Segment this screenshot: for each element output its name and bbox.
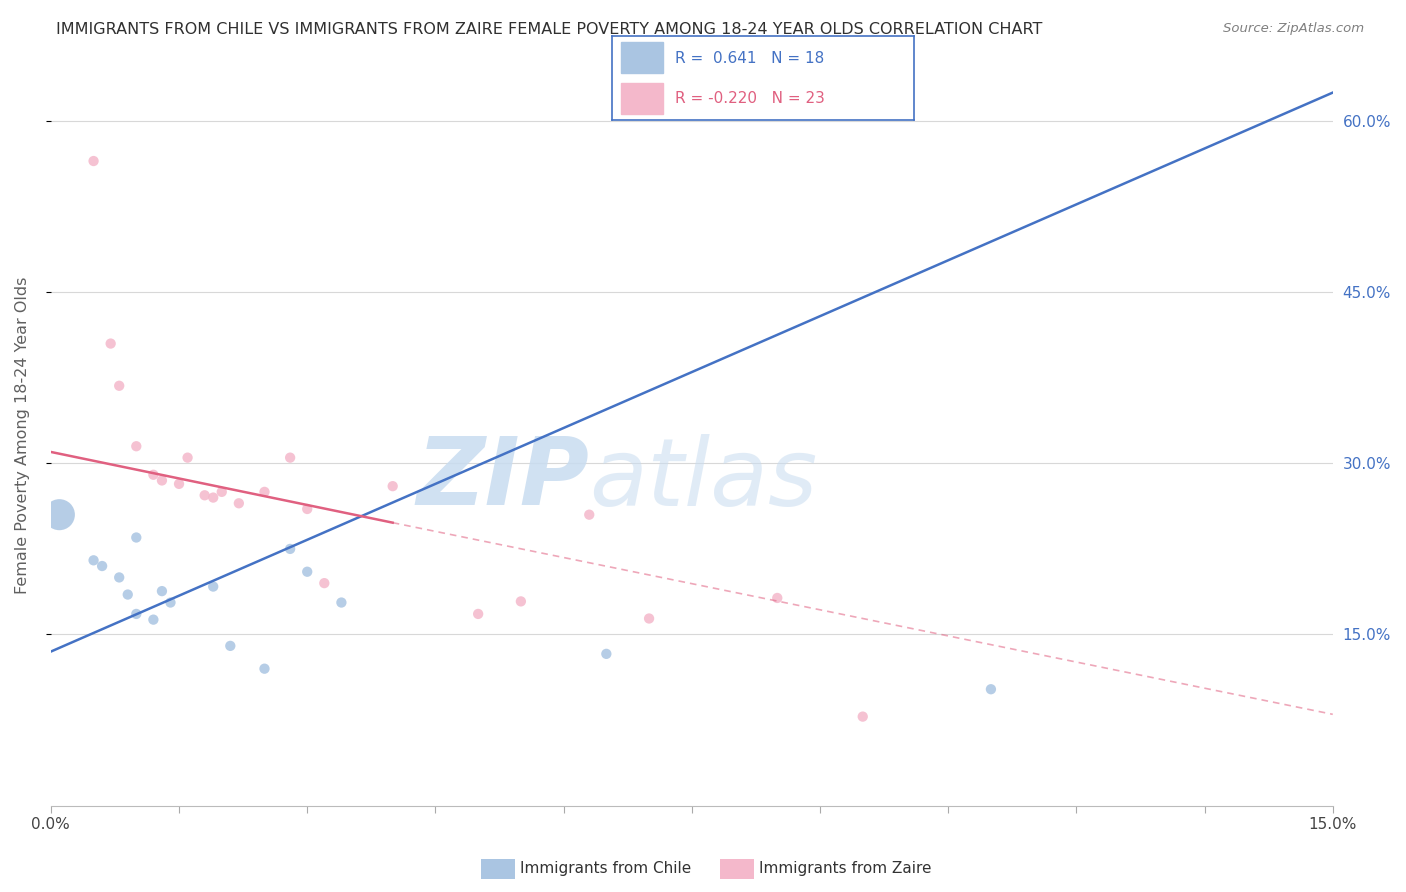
Point	[125, 439, 148, 453]
Point	[330, 595, 353, 609]
Point	[91, 559, 114, 574]
Point	[117, 588, 139, 602]
Point	[108, 378, 131, 392]
Point	[125, 607, 148, 621]
Point	[253, 484, 276, 499]
Point	[150, 584, 173, 599]
Point	[125, 531, 148, 545]
Point	[278, 541, 301, 556]
Point	[766, 591, 789, 605]
Text: R = -0.220   N = 23: R = -0.220 N = 23	[675, 91, 825, 106]
Text: IMMIGRANTS FROM CHILE VS IMMIGRANTS FROM ZAIRE FEMALE POVERTY AMONG 18-24 YEAR O: IMMIGRANTS FROM CHILE VS IMMIGRANTS FROM…	[56, 22, 1043, 37]
Point	[202, 491, 225, 505]
Point	[83, 553, 105, 567]
Point	[108, 570, 131, 584]
Point	[142, 613, 165, 627]
Point	[852, 709, 875, 723]
Point	[578, 508, 600, 522]
Point	[100, 336, 122, 351]
Point	[509, 594, 531, 608]
Text: ZIP: ZIP	[416, 434, 589, 525]
Point	[228, 496, 250, 510]
Point	[48, 508, 70, 522]
Point	[381, 479, 404, 493]
Point	[314, 576, 336, 591]
Point	[150, 474, 173, 488]
Text: R =  0.641   N = 18: R = 0.641 N = 18	[675, 51, 824, 66]
Point	[142, 467, 165, 482]
Point	[167, 476, 190, 491]
Point	[176, 450, 198, 465]
Point	[278, 450, 301, 465]
Point	[194, 488, 217, 502]
Point	[202, 580, 225, 594]
Bar	[620, 83, 664, 113]
Point	[297, 565, 319, 579]
Point	[980, 682, 1002, 697]
Point	[83, 154, 105, 169]
Point	[159, 595, 181, 609]
Point	[297, 502, 319, 516]
Text: Immigrants from Chile: Immigrants from Chile	[520, 862, 692, 876]
Bar	[620, 43, 664, 73]
Point	[467, 607, 489, 621]
Point	[219, 639, 242, 653]
Y-axis label: Female Poverty Among 18-24 Year Olds: Female Poverty Among 18-24 Year Olds	[15, 277, 30, 593]
Point	[638, 611, 661, 625]
Text: Immigrants from Zaire: Immigrants from Zaire	[759, 862, 932, 876]
Point	[595, 647, 617, 661]
Text: Source: ZipAtlas.com: Source: ZipAtlas.com	[1223, 22, 1364, 36]
Text: atlas: atlas	[589, 434, 817, 524]
Point	[211, 484, 233, 499]
Point	[253, 662, 276, 676]
